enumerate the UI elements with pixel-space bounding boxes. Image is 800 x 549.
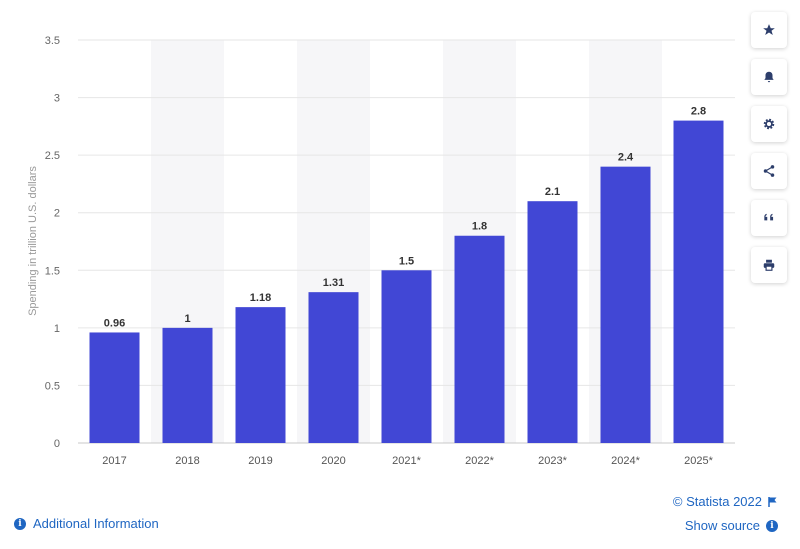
cite-button[interactable]: [751, 200, 787, 236]
data-label: 0.96: [104, 317, 125, 329]
bar-chart: 0 0.5 1 1.5 2 2.5 3 3.5 0.96 1 1.18 1.31 1.5 1.8 2.1 2…: [27, 35, 735, 467]
y-tick-label: 3: [54, 93, 60, 105]
bell-icon: [764, 71, 774, 83]
data-label: 2.4: [618, 152, 634, 164]
info-icon: i: [766, 519, 778, 532]
x-tick-label: 2023*: [538, 455, 567, 467]
data-label: 1.5: [399, 255, 414, 267]
bar[interactable]: [527, 201, 578, 443]
share-icon: [763, 165, 775, 177]
bar[interactable]: [454, 235, 505, 443]
data-label: 1.18: [250, 292, 271, 304]
info-icon: i: [14, 517, 26, 530]
y-tick-label: 3.5: [45, 35, 60, 47]
bar[interactable]: [235, 307, 286, 443]
data-label: 2.8: [691, 106, 706, 118]
y-tick-label: 0.5: [45, 380, 60, 392]
additional-information-text: Additional Information: [33, 516, 159, 531]
y-tick-label: 0: [54, 438, 60, 450]
x-tick-label: 2019: [248, 455, 272, 467]
bars: [89, 120, 724, 443]
x-tick-label: 2024*: [611, 455, 640, 467]
x-tick-label: 2025*: [684, 455, 713, 467]
flag-icon: [768, 496, 777, 507]
bar[interactable]: [673, 120, 724, 443]
y-axis-label: Spending in trillion U.S. dollars: [27, 166, 39, 316]
data-label: 1: [184, 313, 190, 325]
share-button[interactable]: [751, 153, 787, 189]
data-label: 2.1: [545, 186, 560, 198]
copyright-line[interactable]: © Statista 2022: [673, 494, 778, 509]
show-source-link[interactable]: Show source i: [685, 518, 778, 533]
y-tick-label: 2.5: [45, 150, 60, 162]
bar[interactable]: [308, 292, 359, 443]
x-tick-label: 2017: [102, 455, 126, 467]
data-label: 1.8: [472, 221, 487, 233]
show-source-text: Show source: [684, 518, 760, 533]
gear-icon: [763, 118, 775, 130]
y-tick-label: 1: [54, 323, 60, 335]
notification-button[interactable]: [751, 59, 787, 95]
x-tick-label: 2021*: [392, 455, 421, 467]
data-label: 1.31: [323, 277, 344, 289]
x-tick-label: 2018: [175, 455, 199, 467]
data-labels: 0.96 1 1.18 1.31 1.5 1.8 2.1 2.4 2.8: [104, 106, 706, 330]
y-tick-label: 2: [54, 208, 60, 220]
favorite-button[interactable]: [751, 12, 787, 48]
bar[interactable]: [381, 270, 432, 443]
x-tick-label: 2020: [321, 455, 345, 467]
star-icon: [763, 24, 775, 35]
printer-icon: [763, 259, 775, 271]
y-tick-label: 1.5: [45, 265, 60, 277]
quote-icon: [764, 213, 774, 221]
additional-information-link[interactable]: i Additional Information: [14, 516, 159, 531]
settings-button[interactable]: [751, 106, 787, 142]
x-tick-label: 2022*: [465, 455, 494, 467]
y-axis-ticks: 0 0.5 1 1.5 2 2.5 3 3.5: [45, 35, 60, 450]
bar[interactable]: [600, 166, 651, 443]
copyright-text: © Statista 2022: [672, 494, 762, 509]
chart-toolbar: [751, 12, 787, 294]
print-button[interactable]: [751, 247, 787, 283]
x-axis-ticks: 2017 2018 2019 2020 2021* 2022* 2023* 2024* 2025…: [102, 455, 713, 467]
bar[interactable]: [89, 332, 140, 443]
bar[interactable]: [162, 327, 213, 443]
